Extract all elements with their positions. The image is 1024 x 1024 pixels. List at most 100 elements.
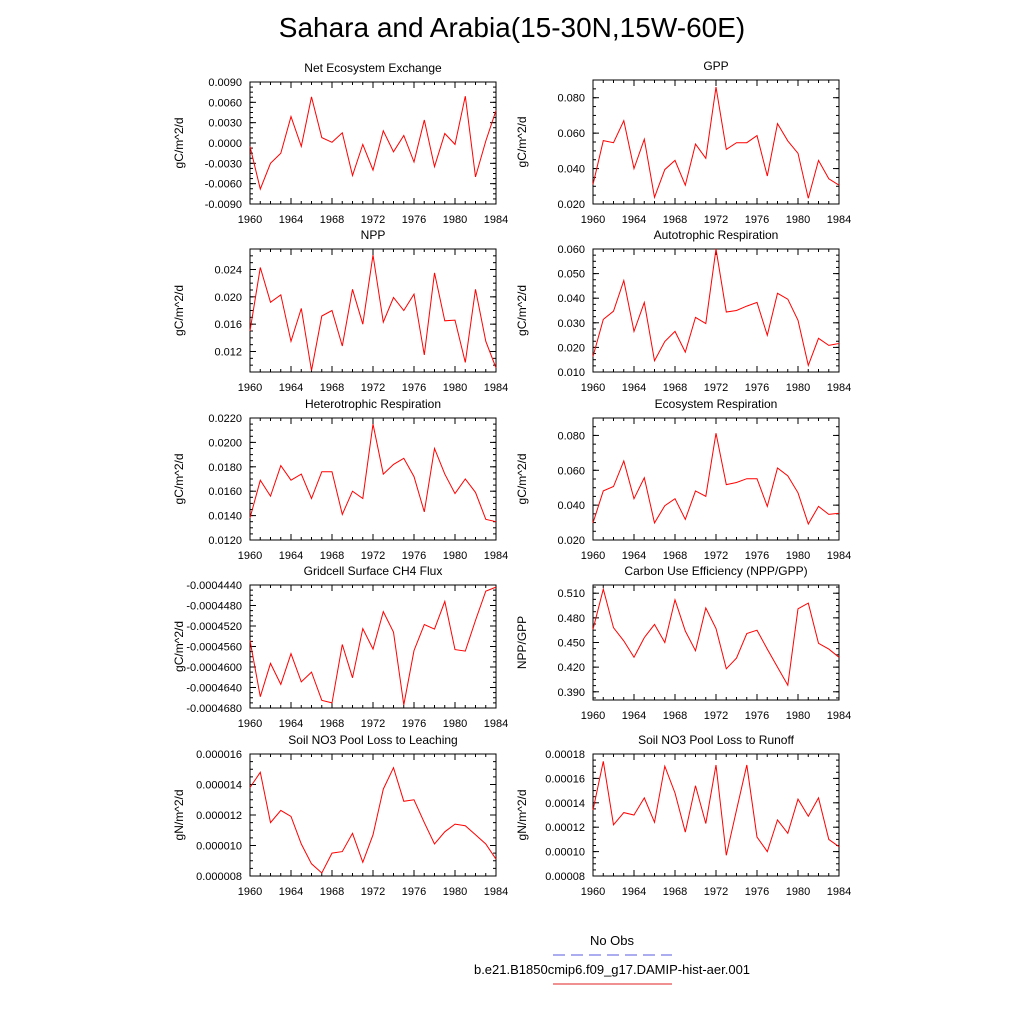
y-tick-label: 0.024 xyxy=(214,265,242,277)
x-tick-label: 1972 xyxy=(704,382,728,394)
y-tick-label: 0.000012 xyxy=(196,810,242,822)
x-tick-label: 1984 xyxy=(484,214,508,226)
x-tick-label: 1968 xyxy=(663,550,687,562)
x-tick-label: 1980 xyxy=(786,710,810,722)
x-tick-label: 1968 xyxy=(320,886,344,898)
y-tick-label: 0.080 xyxy=(557,93,585,105)
y-tick-label: -0.0004440 xyxy=(186,580,242,592)
y-tick-label: 0.020 xyxy=(557,342,585,354)
x-tick-label: 1964 xyxy=(622,710,646,722)
y-tick-label: -0.0004640 xyxy=(186,683,242,695)
chart-panel-7: Gridcell Surface CH4 Flux gC/m^2/d 1960 196… xyxy=(172,564,508,730)
chart-title: Carbon Use Efficiency (NPP/GPP) xyxy=(624,564,807,578)
chart-panel-5: Heterotrophic Respiration gC/m^2/d 1960 196… xyxy=(172,397,508,562)
y-axis-label: gN/m^2/d xyxy=(172,790,186,841)
chart-title: Ecosystem Respiration xyxy=(655,397,778,411)
x-tick-label: 1960 xyxy=(581,550,605,562)
y-tick-label: 0.020 xyxy=(557,535,585,547)
x-tick-label: 1980 xyxy=(786,550,810,562)
y-axis-label: gC/m^2/d xyxy=(172,285,186,336)
x-tick-label: 1964 xyxy=(622,214,646,226)
x-tick-label: 1972 xyxy=(361,550,385,562)
y-tick-label: 0.450 xyxy=(557,638,585,650)
plot-frame xyxy=(249,248,497,373)
x-tick-label: 1964 xyxy=(622,550,646,562)
x-tick-label: 1976 xyxy=(745,550,769,562)
x-tick-label: 1972 xyxy=(704,214,728,226)
y-tick-label: 0.00012 xyxy=(545,822,585,834)
x-tick-label: 1960 xyxy=(238,886,262,898)
plot-frame xyxy=(592,753,840,877)
x-tick-label: 1976 xyxy=(402,718,426,730)
x-tick-label: 1980 xyxy=(443,214,467,226)
y-axis-label: gC/m^2/d xyxy=(172,118,186,169)
x-tick-label: 1968 xyxy=(320,550,344,562)
series-line xyxy=(592,87,840,200)
x-tick-label: 1980 xyxy=(443,550,467,562)
chart-panel-9: Soil NO3 Pool Loss to Leaching gN/m^2/d 19… xyxy=(172,733,508,898)
plot-frame xyxy=(592,79,840,205)
x-tick-label: 1964 xyxy=(279,214,303,226)
y-tick-label: 0.00010 xyxy=(545,847,585,859)
x-tick-label: 1968 xyxy=(663,214,687,226)
y-tick-label: 0.0090 xyxy=(208,77,242,89)
x-tick-label: 1976 xyxy=(745,710,769,722)
x-tick-label: 1960 xyxy=(238,550,262,562)
x-tick-label: 1968 xyxy=(663,710,687,722)
y-tick-label: -0.0090 xyxy=(205,199,242,211)
y-tick-label: 0.000016 xyxy=(196,749,242,761)
series-line xyxy=(592,761,840,856)
x-tick-label: 1960 xyxy=(238,382,262,394)
x-tick-label: 1960 xyxy=(238,214,262,226)
y-tick-label: 0.030 xyxy=(557,318,585,330)
series-line xyxy=(592,433,840,526)
chart-title: Gridcell Surface CH4 Flux xyxy=(304,564,443,578)
y-tick-label: -0.0004680 xyxy=(186,703,242,715)
chart-panel-4: Autotrophic Respiration gC/m^2/d 1960 1964 1… xyxy=(515,228,851,394)
x-tick-label: 1960 xyxy=(581,886,605,898)
x-tick-label: 1976 xyxy=(402,886,426,898)
legend xyxy=(553,954,672,985)
y-tick-label: 0.390 xyxy=(557,687,585,699)
x-tick-label: 1960 xyxy=(581,382,605,394)
x-tick-label: 1980 xyxy=(786,214,810,226)
y-tick-label: 0.040 xyxy=(557,293,585,305)
x-tick-label: 1984 xyxy=(827,214,851,226)
chart-panel-3: NPP gC/m^2/d 1960 1964 1968 1972 1976 1980 1984 0… xyxy=(172,228,508,394)
series-line xyxy=(249,586,497,705)
chart-panel-2: GPP gC/m^2/d 1960 1964 1968 1972 1976 1980 1984 0… xyxy=(515,59,851,226)
series-line xyxy=(249,255,497,371)
x-tick-label: 1984 xyxy=(484,550,508,562)
y-tick-label: -0.0030 xyxy=(205,158,242,170)
y-tick-label: 0.0200 xyxy=(208,437,242,449)
x-tick-label: 1964 xyxy=(279,550,303,562)
chart-title: Soil NO3 Pool Loss to Runoff xyxy=(638,733,795,747)
x-tick-label: 1984 xyxy=(484,718,508,730)
chart-title: Heterotrophic Respiration xyxy=(305,397,441,411)
plot-frame xyxy=(592,584,840,701)
x-tick-label: 1968 xyxy=(663,886,687,898)
x-tick-label: 1972 xyxy=(361,718,385,730)
y-tick-label: 0.060 xyxy=(557,465,585,477)
x-tick-label: 1972 xyxy=(361,214,385,226)
plot-frame xyxy=(249,584,497,709)
y-tick-label: 0.050 xyxy=(557,269,585,281)
y-tick-label: 0.0220 xyxy=(208,413,242,425)
x-tick-label: 1968 xyxy=(320,382,344,394)
y-tick-label: 0.00016 xyxy=(545,773,585,785)
y-tick-label: -0.0004480 xyxy=(186,601,242,613)
chart-panel-6: Ecosystem Respiration gC/m^2/d 1960 1964 196… xyxy=(515,397,851,562)
chart-title: Autotrophic Respiration xyxy=(654,228,779,242)
y-axis-label: NPP/GPP xyxy=(515,616,529,669)
y-tick-label: 0.0160 xyxy=(208,486,242,498)
x-tick-label: 1984 xyxy=(484,886,508,898)
y-axis-label: gC/m^2/d xyxy=(515,117,529,168)
y-tick-label: 0.0180 xyxy=(208,462,242,474)
x-tick-label: 1964 xyxy=(279,382,303,394)
y-tick-label: 0.00014 xyxy=(545,798,585,810)
y-tick-label: 0.0120 xyxy=(208,535,242,547)
y-tick-label: 0.00018 xyxy=(545,749,585,761)
y-tick-label: 0.00008 xyxy=(545,871,585,883)
x-tick-label: 1980 xyxy=(443,886,467,898)
x-tick-label: 1984 xyxy=(827,710,851,722)
